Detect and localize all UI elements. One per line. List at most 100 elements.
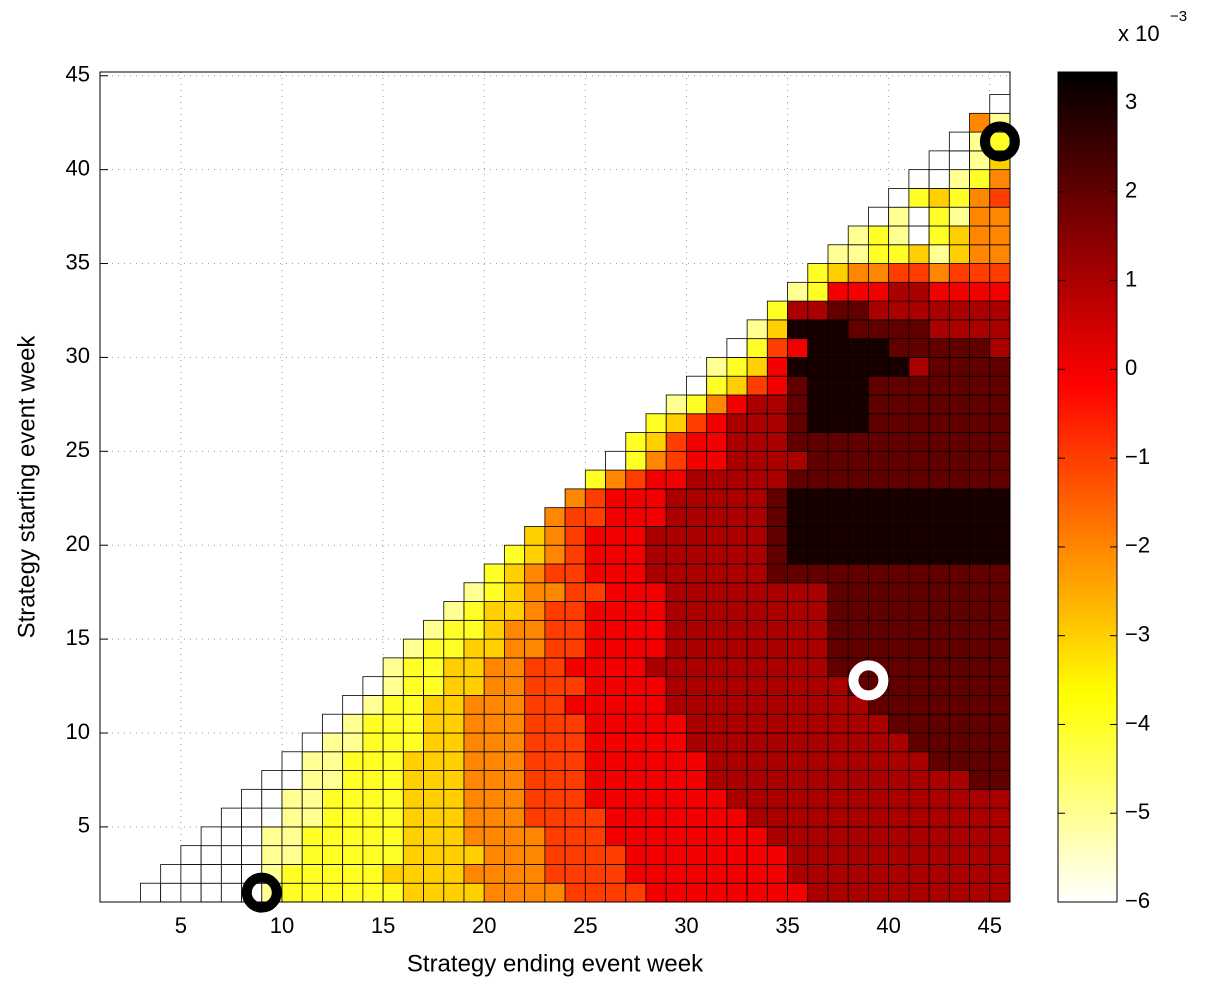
colorbar-swatch — [1058, 457, 1117, 463]
heatmap-cell — [928, 413, 950, 433]
heatmap-cell — [605, 713, 627, 734]
heatmap-cell — [868, 526, 890, 546]
heatmap-cell — [686, 394, 708, 415]
heatmap-cell — [443, 770, 465, 790]
heatmap-cell — [868, 206, 890, 227]
heatmap-cell — [281, 770, 303, 790]
colorbar-swatch — [1058, 283, 1117, 289]
heatmap-cell — [665, 676, 687, 696]
heatmap-cell — [423, 882, 445, 903]
colorbar-swatch — [1058, 507, 1117, 513]
heatmap-cell — [443, 864, 465, 884]
colorbar-swatch — [1058, 615, 1117, 621]
heatmap-cell — [584, 845, 606, 865]
colorbar-swatch — [1058, 374, 1117, 380]
heatmap-cell — [787, 732, 809, 753]
heatmap-cell — [423, 676, 445, 696]
heatmap-cell — [504, 544, 526, 565]
heatmap-cell — [908, 263, 930, 283]
heatmap-cell — [261, 770, 283, 790]
heatmap-cell — [342, 695, 364, 715]
colorbar-swatch — [1058, 345, 1117, 351]
heatmap-cell — [564, 563, 586, 584]
colorbar-swatch — [1058, 690, 1117, 695]
heatmap-cell — [504, 619, 526, 640]
heatmap-cell — [766, 544, 788, 565]
heatmap-cell — [948, 751, 970, 771]
heatmap-cell — [847, 469, 869, 490]
heatmap-cell — [888, 450, 910, 471]
heatmap-cell — [908, 619, 930, 640]
heatmap-cell — [443, 807, 465, 828]
heatmap-cell — [524, 657, 546, 678]
heatmap-cell — [807, 601, 829, 621]
heatmap-cell — [686, 432, 708, 452]
heatmap-cell — [989, 169, 1011, 189]
heatmap-cell — [868, 488, 890, 509]
colorbar-swatch — [1058, 105, 1117, 110]
heatmap-cell — [888, 695, 910, 715]
heatmap-cell — [908, 882, 930, 903]
heatmap-cell — [948, 263, 970, 283]
heatmap-cell — [766, 375, 788, 396]
heatmap-cell — [483, 695, 505, 715]
heatmap-cell — [686, 732, 708, 753]
heatmap-cell — [322, 732, 344, 753]
heatmap-cell — [625, 751, 647, 771]
heatmap-cell — [625, 507, 647, 527]
heatmap-cell — [382, 788, 404, 809]
heatmap-cell — [847, 432, 869, 452]
heatmap-cell — [807, 713, 829, 734]
heatmap-cell — [948, 638, 970, 659]
heatmap-cell — [463, 582, 485, 602]
heatmap-cell — [908, 488, 930, 509]
heatmap-cell — [888, 206, 910, 227]
heatmap-cell — [625, 807, 647, 828]
heatmap-cell — [847, 244, 869, 264]
heatmap-cell — [807, 450, 829, 471]
heatmap-cell — [180, 882, 202, 903]
heatmap-cell — [989, 864, 1011, 884]
heatmap-cell — [888, 469, 910, 490]
colorbar-swatch — [1058, 756, 1117, 762]
heatmap-cell — [483, 788, 505, 809]
heatmap-cell — [766, 300, 788, 321]
heatmap-cell — [766, 770, 788, 790]
heatmap-cell — [443, 676, 465, 696]
heatmap-cell — [868, 507, 890, 527]
heatmap-cell — [645, 882, 667, 903]
heatmap-cell — [645, 845, 667, 865]
heatmap-cell — [746, 394, 768, 415]
heatmap-cell — [868, 788, 890, 809]
colorbar-swatch — [1058, 466, 1117, 471]
heatmap-cell — [827, 732, 849, 753]
heatmap-cell — [686, 788, 708, 809]
heatmap-cell — [766, 845, 788, 865]
heatmap-cell — [888, 394, 910, 415]
heatmap-cell — [322, 864, 344, 884]
heatmap-cell — [544, 807, 566, 828]
heatmap-cell — [787, 601, 809, 621]
heatmap-cell — [827, 338, 849, 358]
colorbar-swatch — [1058, 682, 1117, 687]
colorbar-swatch — [1058, 217, 1117, 222]
heatmap-cell — [928, 263, 950, 283]
colorbar-tick-label: −6 — [1125, 888, 1150, 913]
heatmap-cell — [301, 807, 323, 828]
heatmap-cell — [787, 676, 809, 696]
heatmap-cell — [766, 319, 788, 340]
heatmap-cell — [888, 864, 910, 884]
heatmap-cell — [908, 732, 930, 753]
heatmap-cell — [524, 601, 546, 621]
heatmap-cell — [948, 357, 970, 377]
heatmap-cell — [766, 394, 788, 415]
heatmap-cell — [625, 713, 647, 734]
colorbar-swatch — [1058, 204, 1117, 210]
heatmap-cell — [969, 601, 991, 621]
colorbar-swatch — [1058, 258, 1117, 264]
colorbar-swatch — [1058, 308, 1117, 314]
heatmap-cell — [948, 695, 970, 715]
heatmap-cell — [241, 845, 263, 865]
heatmap-cell — [787, 563, 809, 584]
heatmap-cell — [443, 788, 465, 809]
